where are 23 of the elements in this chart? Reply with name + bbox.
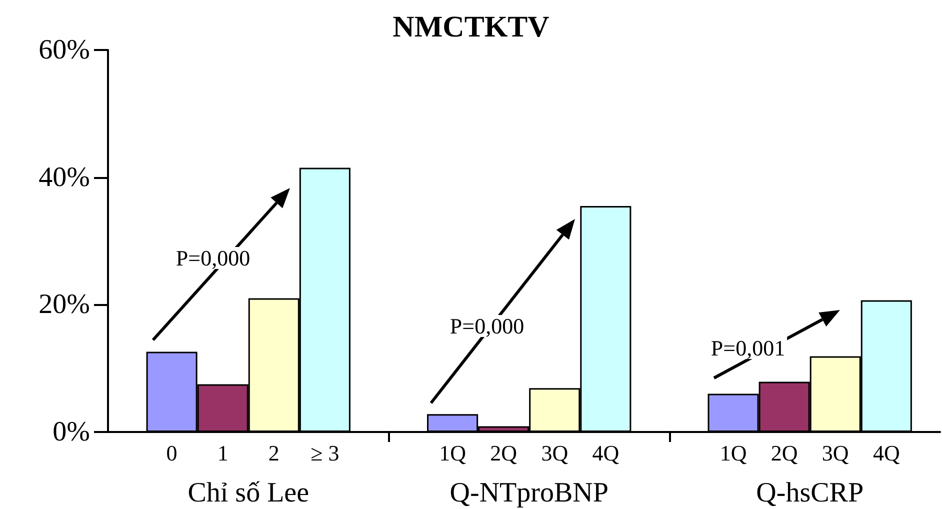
y-tick-label: 40% — [38, 162, 90, 193]
text: Q-NTproBNP — [450, 478, 608, 508]
x-tick-label: 4Q — [872, 440, 900, 466]
text: Chỉ số Lee — [188, 478, 310, 508]
y-tick-label: 60% — [38, 34, 90, 66]
y-tick-label: 0% — [52, 416, 90, 448]
annotation: P=0,000 — [450, 314, 524, 338]
x-tick-label: 1Q — [720, 440, 747, 466]
annotation: P=0,000 — [176, 246, 250, 270]
x-tick-label: 2Q — [490, 440, 518, 466]
y-tick-label: 20% — [38, 289, 90, 320]
x-tick-label: 2 — [268, 440, 280, 466]
x-tick-label: 0 — [166, 440, 178, 466]
x-tick-label: 2Q — [770, 440, 798, 466]
text: Q-hsCRP — [756, 478, 864, 508]
x-tick-label: 1 — [217, 440, 228, 466]
annotation: P=0,001 — [710, 336, 786, 360]
x-tick-label: 4Q — [592, 440, 620, 466]
x-tick-label: 3Q — [541, 440, 568, 466]
x-tick-label: 1Q — [439, 440, 466, 466]
x-tick-label: 3Q — [822, 440, 849, 466]
x-tick-label: ≥ 3 — [310, 440, 340, 466]
chart-title: NMCTKTV — [392, 10, 550, 44]
